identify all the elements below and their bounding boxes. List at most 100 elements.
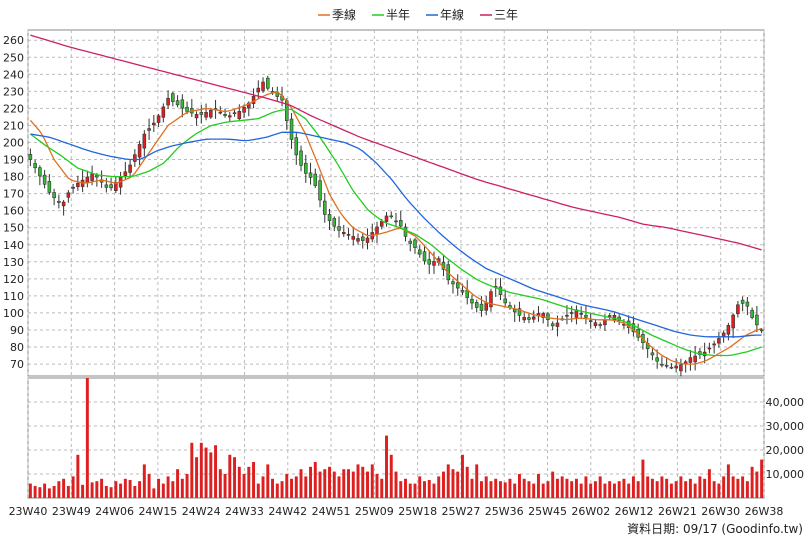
volume-bar bbox=[209, 452, 213, 498]
candle-body bbox=[166, 97, 170, 106]
x-tick-label: 26W38 bbox=[745, 505, 784, 518]
volume-bar bbox=[513, 483, 517, 498]
volume-bar bbox=[555, 478, 559, 498]
volume-bar bbox=[275, 483, 279, 498]
volume-bar bbox=[361, 466, 365, 498]
candle-body bbox=[341, 232, 346, 235]
volume-bar bbox=[755, 471, 759, 498]
candle-body bbox=[740, 299, 745, 304]
volume-bar bbox=[655, 481, 659, 498]
price-tick-label: 90 bbox=[10, 324, 24, 337]
candle-body bbox=[156, 115, 161, 123]
candle-body bbox=[337, 226, 341, 231]
volume-bar bbox=[423, 481, 426, 498]
x-tick-label: 23W49 bbox=[52, 505, 91, 518]
candle-body bbox=[384, 215, 389, 222]
ma-threeyear-line bbox=[30, 34, 762, 251]
candle-body bbox=[332, 218, 337, 227]
volume-bar bbox=[404, 478, 407, 498]
price-tick-label: 130 bbox=[3, 256, 24, 269]
volume-bar bbox=[394, 471, 398, 498]
candle-body bbox=[503, 298, 507, 304]
price-tick-label: 180 bbox=[3, 171, 24, 184]
volume-bar bbox=[271, 478, 275, 498]
volume-bar bbox=[261, 476, 265, 498]
candle-body bbox=[607, 315, 612, 317]
price-tick-label: 260 bbox=[3, 34, 24, 47]
candle-body bbox=[679, 364, 683, 372]
volume-bar bbox=[294, 476, 298, 498]
volume-bar bbox=[71, 476, 75, 498]
volume-bar bbox=[166, 476, 170, 498]
x-axis: 23W40 23W49 24W06 24W15 24W24 24W33 24W42 24W51… bbox=[9, 505, 784, 518]
price-tick-label: 170 bbox=[3, 188, 24, 201]
volume-bar bbox=[204, 447, 208, 498]
candle-body bbox=[28, 154, 33, 160]
candle-body bbox=[71, 186, 75, 189]
volume-bar bbox=[541, 483, 545, 498]
volume-bar bbox=[442, 471, 445, 498]
ma-year-line bbox=[30, 131, 762, 338]
volume-bar bbox=[252, 462, 256, 498]
volume-bar bbox=[214, 445, 218, 498]
volume-bar bbox=[693, 483, 697, 498]
candle-body bbox=[565, 314, 569, 317]
volume-bar bbox=[546, 481, 550, 498]
price-tick-label: 240 bbox=[3, 68, 24, 81]
price-tick-label: 140 bbox=[3, 239, 24, 252]
volume-bar bbox=[351, 471, 355, 498]
volume-bar bbox=[503, 482, 507, 498]
candle-body bbox=[603, 320, 607, 326]
volume-bar bbox=[641, 459, 645, 498]
volume-bar bbox=[726, 464, 730, 498]
candle-body bbox=[546, 313, 550, 320]
candle-body bbox=[712, 343, 716, 346]
volume-bar bbox=[104, 486, 108, 498]
volume-bar bbox=[323, 469, 327, 498]
volume-bar bbox=[119, 483, 123, 498]
volume-bar bbox=[176, 469, 180, 498]
candle-body bbox=[588, 320, 593, 322]
candle-body bbox=[104, 184, 109, 188]
candle-body bbox=[57, 200, 61, 203]
candle-body bbox=[527, 317, 531, 320]
volume-bar bbox=[489, 481, 493, 498]
volume-bar bbox=[90, 482, 94, 498]
volume-bar bbox=[603, 483, 607, 498]
volume-bar bbox=[28, 483, 32, 498]
volume-bar bbox=[465, 466, 469, 498]
volume-bar bbox=[517, 474, 521, 498]
candle-body bbox=[175, 100, 180, 106]
volume-bar bbox=[684, 481, 688, 498]
candle-body bbox=[522, 317, 526, 321]
volume-bar bbox=[598, 476, 602, 498]
x-tick-label: 25W09 bbox=[355, 505, 394, 518]
volume-bar bbox=[285, 474, 289, 498]
candle-body bbox=[593, 322, 598, 326]
candle-body bbox=[474, 302, 479, 308]
price-tick-label: 120 bbox=[3, 273, 24, 286]
volume-bar bbox=[750, 466, 754, 498]
volume-bar bbox=[432, 483, 436, 498]
candle-body bbox=[66, 192, 71, 198]
x-tick-label: 24W24 bbox=[182, 505, 221, 518]
candle-body bbox=[484, 302, 488, 311]
volume-bar bbox=[313, 462, 317, 498]
volume-bar bbox=[532, 483, 536, 498]
volume-bar bbox=[85, 378, 89, 498]
volume-bar bbox=[674, 481, 678, 498]
volume-bar bbox=[722, 476, 726, 498]
volume-bar bbox=[62, 478, 66, 498]
volume-bar bbox=[527, 481, 531, 498]
candle-body bbox=[90, 173, 94, 181]
volume-bar bbox=[551, 471, 555, 498]
candle-body bbox=[413, 239, 417, 248]
candle-body bbox=[550, 323, 555, 327]
volume-bar bbox=[100, 478, 104, 498]
volume-bar bbox=[47, 488, 51, 498]
candle-body bbox=[171, 93, 175, 102]
candle-body bbox=[209, 109, 213, 118]
candle-body bbox=[517, 308, 522, 316]
candle-body bbox=[470, 298, 474, 304]
